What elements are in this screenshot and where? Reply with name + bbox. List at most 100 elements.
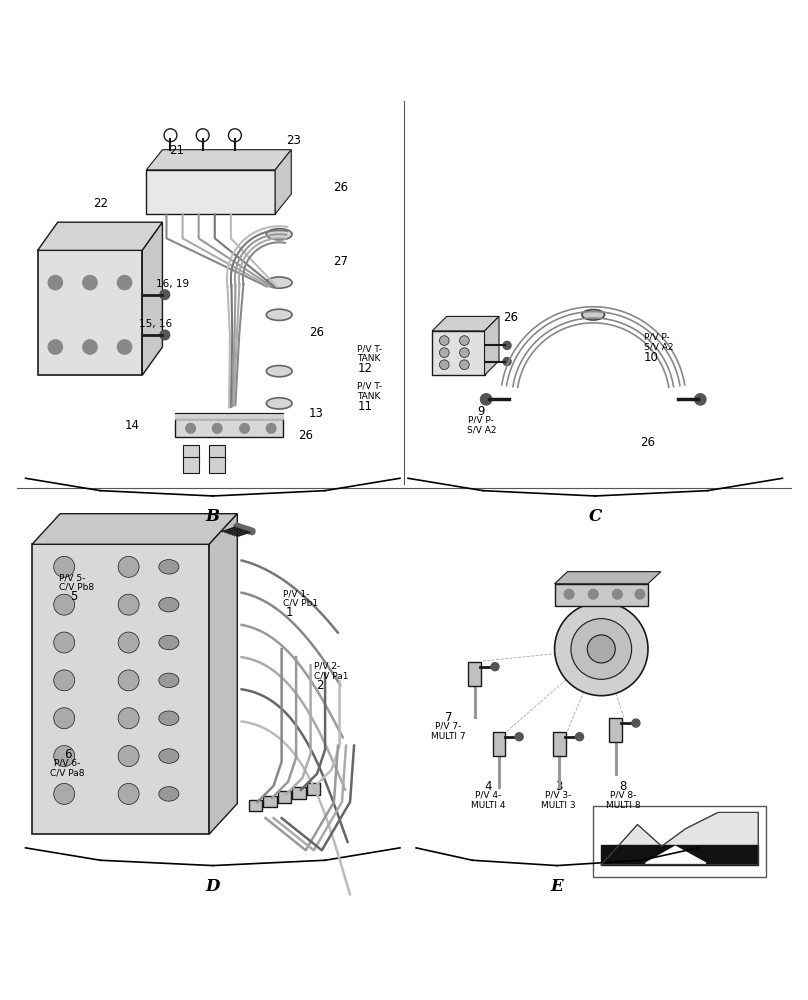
Circle shape bbox=[53, 746, 74, 767]
Circle shape bbox=[440, 348, 449, 357]
Circle shape bbox=[160, 330, 170, 340]
Circle shape bbox=[53, 632, 74, 653]
Text: E: E bbox=[551, 878, 563, 895]
FancyBboxPatch shape bbox=[183, 457, 199, 473]
Text: 9: 9 bbox=[478, 405, 485, 418]
Circle shape bbox=[118, 632, 139, 653]
FancyBboxPatch shape bbox=[32, 544, 209, 834]
Circle shape bbox=[503, 357, 511, 366]
Polygon shape bbox=[38, 222, 162, 250]
Text: 26: 26 bbox=[640, 436, 655, 449]
FancyBboxPatch shape bbox=[263, 796, 277, 807]
Circle shape bbox=[242, 526, 248, 532]
Circle shape bbox=[571, 619, 632, 679]
Polygon shape bbox=[485, 316, 499, 375]
Circle shape bbox=[481, 394, 492, 405]
Text: 5: 5 bbox=[70, 590, 78, 603]
Polygon shape bbox=[601, 845, 758, 865]
Ellipse shape bbox=[267, 398, 292, 409]
Text: 4: 4 bbox=[485, 780, 492, 793]
Polygon shape bbox=[142, 222, 162, 375]
Text: C/V Pb8: C/V Pb8 bbox=[59, 583, 95, 592]
FancyBboxPatch shape bbox=[292, 787, 305, 799]
Text: 14: 14 bbox=[125, 419, 140, 432]
Ellipse shape bbox=[159, 560, 179, 574]
Text: TANK: TANK bbox=[357, 354, 381, 363]
Polygon shape bbox=[646, 846, 706, 863]
FancyBboxPatch shape bbox=[306, 783, 320, 795]
Ellipse shape bbox=[267, 277, 292, 288]
Text: S/V A2: S/V A2 bbox=[644, 343, 673, 352]
Text: 26: 26 bbox=[333, 181, 348, 194]
Circle shape bbox=[575, 733, 583, 741]
FancyBboxPatch shape bbox=[249, 800, 263, 811]
Text: P/V 8-: P/V 8- bbox=[610, 791, 636, 800]
Polygon shape bbox=[601, 812, 758, 865]
Polygon shape bbox=[276, 150, 291, 214]
Text: 26: 26 bbox=[503, 311, 519, 324]
Circle shape bbox=[246, 527, 253, 534]
Text: C/V Pa8: C/V Pa8 bbox=[50, 769, 85, 778]
Text: S/V A2: S/V A2 bbox=[466, 425, 496, 434]
Circle shape bbox=[460, 348, 469, 357]
Circle shape bbox=[118, 783, 139, 804]
Text: D: D bbox=[205, 878, 220, 895]
Text: 1: 1 bbox=[286, 606, 293, 619]
Circle shape bbox=[213, 424, 222, 433]
Ellipse shape bbox=[159, 673, 179, 688]
Ellipse shape bbox=[159, 597, 179, 612]
Text: 7: 7 bbox=[444, 711, 452, 724]
Text: P/V P-: P/V P- bbox=[644, 333, 670, 342]
Circle shape bbox=[48, 340, 62, 354]
Polygon shape bbox=[209, 514, 238, 834]
Circle shape bbox=[240, 424, 250, 433]
Circle shape bbox=[53, 594, 74, 615]
Circle shape bbox=[53, 556, 74, 577]
Text: P/V 3-: P/V 3- bbox=[545, 791, 572, 800]
FancyBboxPatch shape bbox=[593, 806, 766, 877]
Circle shape bbox=[564, 589, 574, 599]
Circle shape bbox=[234, 523, 241, 530]
Text: 6: 6 bbox=[64, 748, 71, 761]
Text: P/V T-: P/V T- bbox=[357, 382, 382, 391]
FancyBboxPatch shape bbox=[146, 170, 276, 214]
Text: 12: 12 bbox=[357, 362, 372, 375]
Circle shape bbox=[554, 602, 648, 696]
Text: 26: 26 bbox=[297, 429, 313, 442]
Circle shape bbox=[117, 275, 132, 290]
Circle shape bbox=[82, 275, 97, 290]
Text: P/V 4-: P/V 4- bbox=[475, 791, 502, 800]
Text: 21: 21 bbox=[170, 144, 184, 157]
Text: MULTI 8: MULTI 8 bbox=[606, 801, 640, 810]
Circle shape bbox=[239, 525, 246, 531]
Text: TANK: TANK bbox=[357, 392, 381, 401]
Text: P/V 7-: P/V 7- bbox=[435, 721, 461, 730]
Circle shape bbox=[516, 733, 523, 741]
Text: C/V Pa1: C/V Pa1 bbox=[314, 671, 348, 680]
Circle shape bbox=[118, 746, 139, 767]
Text: B: B bbox=[206, 508, 220, 525]
FancyBboxPatch shape bbox=[432, 331, 485, 375]
Circle shape bbox=[460, 360, 469, 370]
Circle shape bbox=[118, 556, 139, 577]
FancyBboxPatch shape bbox=[183, 445, 199, 461]
Text: P/V T-: P/V T- bbox=[357, 344, 382, 353]
Circle shape bbox=[587, 635, 615, 663]
Circle shape bbox=[503, 341, 511, 349]
Circle shape bbox=[53, 670, 74, 691]
Text: 8: 8 bbox=[620, 780, 627, 793]
Circle shape bbox=[244, 527, 250, 533]
Text: P/V P-: P/V P- bbox=[469, 415, 494, 424]
Circle shape bbox=[160, 290, 170, 299]
FancyBboxPatch shape bbox=[469, 662, 482, 686]
Circle shape bbox=[632, 719, 640, 727]
Circle shape bbox=[440, 360, 449, 370]
Text: P/V 5-: P/V 5- bbox=[59, 573, 86, 582]
FancyBboxPatch shape bbox=[175, 419, 284, 437]
Text: P/V 2-: P/V 2- bbox=[314, 662, 340, 671]
Circle shape bbox=[588, 589, 598, 599]
Text: C/V Pb1: C/V Pb1 bbox=[284, 599, 318, 608]
Text: 23: 23 bbox=[286, 134, 301, 147]
Polygon shape bbox=[432, 316, 499, 331]
Circle shape bbox=[695, 394, 706, 405]
